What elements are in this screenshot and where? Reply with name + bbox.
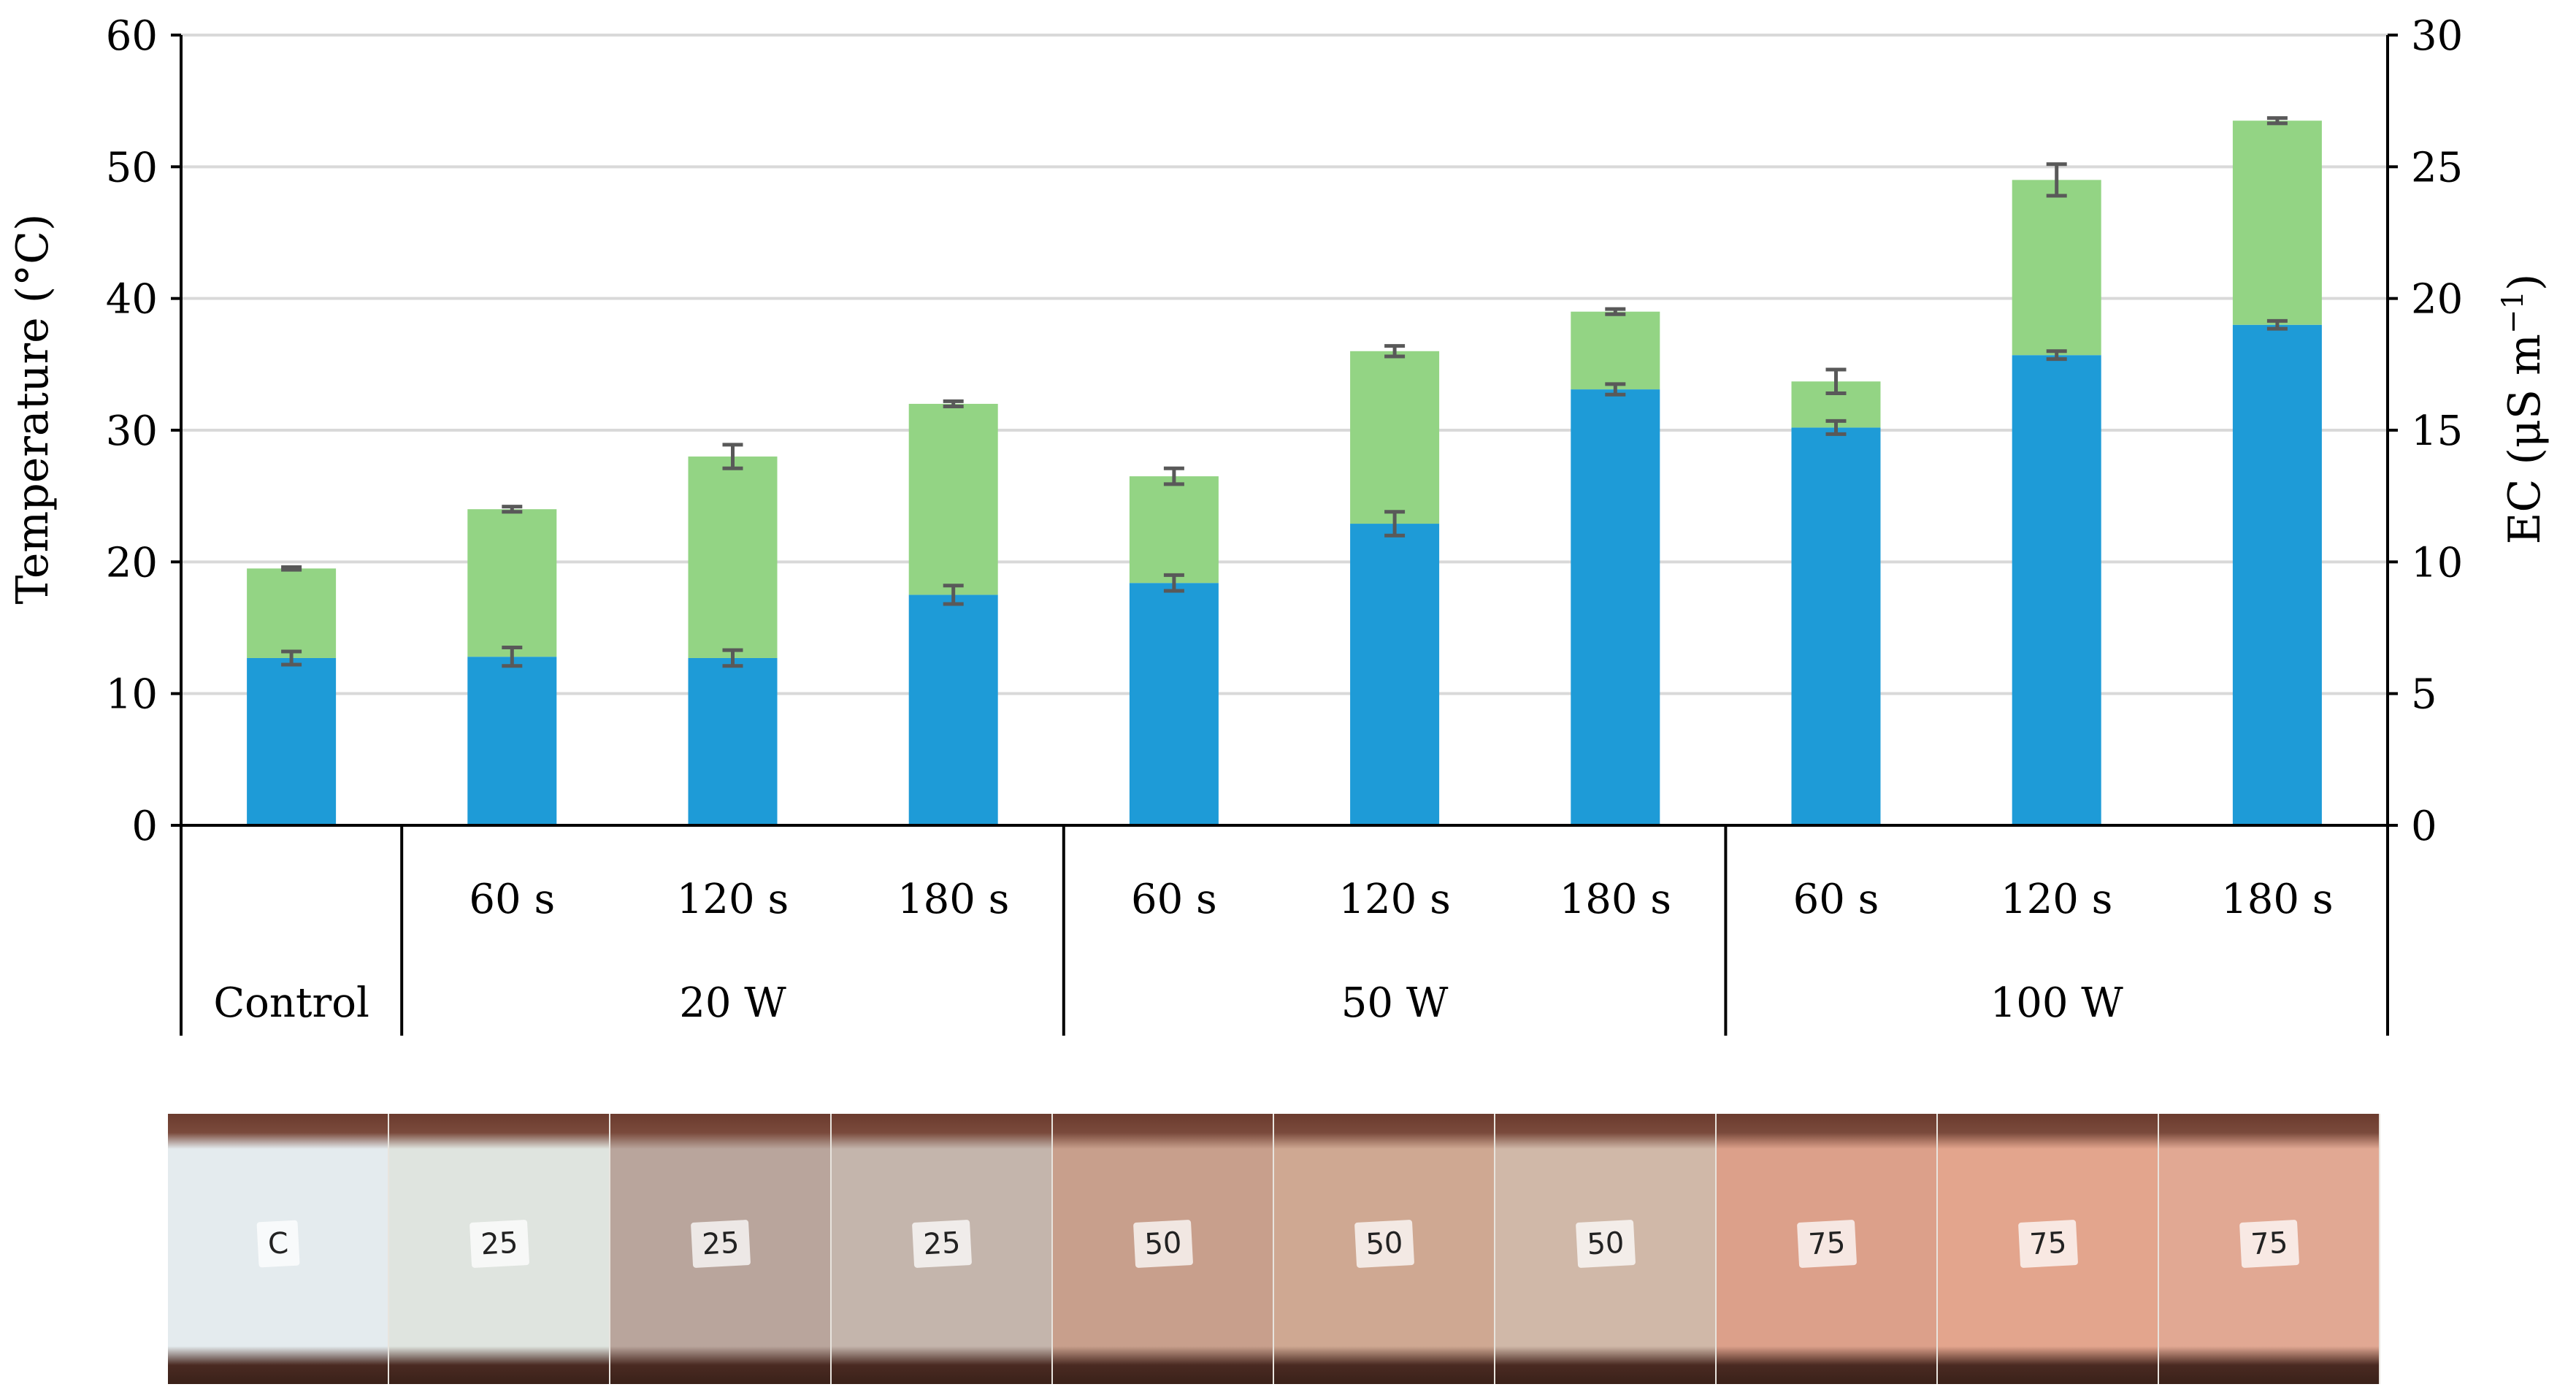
group-label: 50 W (1341, 979, 1449, 1027)
y-tick-label: 50 (106, 144, 158, 191)
y2-tick-label: 5 (2411, 671, 2437, 719)
bar-segment-lower (1129, 583, 1219, 825)
category-label: 60 s (1793, 876, 1879, 923)
beaker-photo: 75 (1717, 1114, 1938, 1384)
beaker-label: 75 (2239, 1219, 2299, 1268)
y-axis-title: Temperature (°C) (7, 214, 58, 605)
y2-tick-label: 20 (2411, 276, 2463, 324)
bar-segment-lower (2232, 324, 2322, 825)
bar-segment-upper (1571, 311, 1660, 390)
beaker-photo: 50 (1053, 1114, 1274, 1384)
category-label: 60 s (1131, 876, 1217, 923)
bar-segment-lower (247, 657, 337, 825)
category-label: 60 s (469, 876, 555, 923)
bar-segment-lower (1571, 389, 1660, 825)
y2-axis-title: EC (μS m−1) (2496, 274, 2550, 545)
beaker-label: C (256, 1220, 300, 1268)
bar-segment-lower (908, 595, 998, 825)
category-label: 180 s (1560, 876, 1671, 923)
y2-tick-label: 10 (2411, 539, 2463, 586)
category-labels: 60 s 120 s 180 s 60 s 120 s 180 s 60 s 120 s 180… (213, 876, 2333, 1027)
group-label: 20 W (679, 979, 786, 1027)
beaker-label: 25 (690, 1219, 751, 1268)
beaker-label: 25 (911, 1219, 972, 1268)
y-tick-label: 40 (106, 276, 158, 324)
beaker-label: 50 (1354, 1219, 1414, 1268)
beaker-photo: 25 (389, 1114, 610, 1384)
group-label: Control (213, 979, 369, 1027)
beaker-label: 50 (1575, 1219, 1636, 1268)
y2-tick-label: 0 (2411, 803, 2437, 850)
bar-segment-upper (688, 456, 778, 658)
beaker-label: 25 (469, 1219, 529, 1268)
category-label: 120 s (677, 876, 789, 923)
beaker-label: 75 (2017, 1219, 2078, 1268)
beaker-photo: 50 (1495, 1114, 1717, 1384)
group-label: 100 W (1990, 979, 2124, 1027)
beaker-photo: 25 (610, 1114, 832, 1384)
bar-segment-upper (247, 568, 337, 658)
bar-segment-lower (688, 657, 778, 825)
y-tick-label: 10 (106, 671, 158, 719)
beaker-label: 50 (1132, 1219, 1193, 1268)
beaker-photo: 50 (1274, 1114, 1495, 1384)
bar-segment-upper (908, 403, 998, 595)
category-label: 120 s (1338, 876, 1450, 923)
bar-segment-upper (1350, 351, 1440, 524)
beaker-photo: 75 (2159, 1114, 2380, 1384)
y2-tick-label: 30 (2411, 12, 2463, 60)
error-bars (281, 116, 2288, 668)
category-label: 180 s (2221, 876, 2333, 923)
y2-tick-label: 25 (2411, 144, 2463, 191)
beaker-photo: 75 (1938, 1114, 2159, 1384)
beaker-photo: 25 (832, 1114, 1053, 1384)
category-label: 180 s (897, 876, 1009, 923)
beaker-photo: C (168, 1114, 389, 1384)
bar-segment-upper (1129, 476, 1219, 584)
bar-segment-upper (467, 509, 557, 657)
bar-segment-lower (2012, 355, 2101, 826)
tick-labels: 0 0 10 5 20 10 30 15 40 20 50 25 60 30 (106, 12, 2464, 850)
bar-segment-lower (1791, 427, 1881, 825)
y-tick-label: 30 (106, 408, 158, 455)
category-label: 120 s (2001, 876, 2112, 923)
beaker-photo-strip: C 25 25 25 50 50 50 75 75 75 (168, 1114, 2380, 1384)
y2-tick-label: 15 (2411, 408, 2463, 455)
y-tick-label: 60 (106, 12, 158, 60)
axes (171, 34, 2398, 1036)
y-tick-label: 20 (106, 539, 158, 586)
bars (247, 121, 2322, 826)
bar-segment-lower (1350, 524, 1440, 825)
y-tick-label: 0 (131, 803, 158, 850)
bar-segment-upper (2012, 180, 2101, 356)
bar-segment-upper (2232, 121, 2322, 325)
beaker-label: 75 (1796, 1219, 1857, 1268)
bar-segment-lower (467, 657, 557, 825)
